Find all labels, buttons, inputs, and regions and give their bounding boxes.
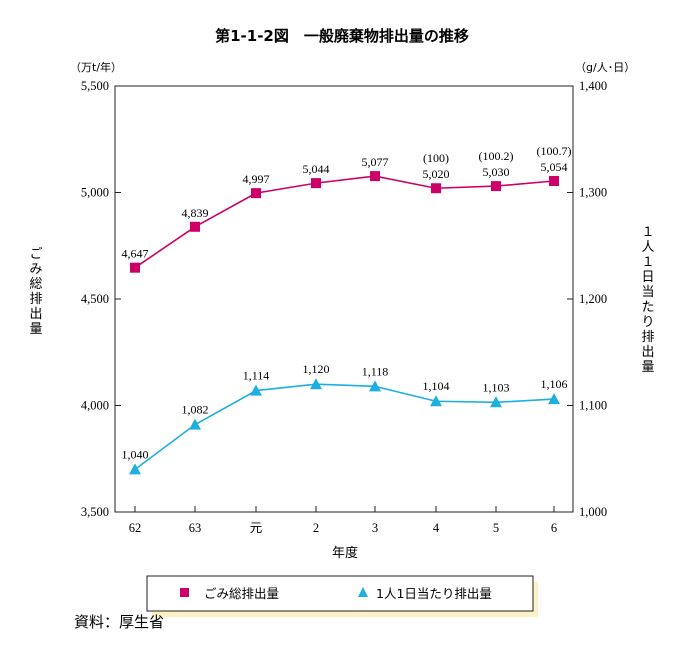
x-tick-label: 3 (372, 521, 378, 535)
point-total (251, 188, 261, 199)
axis-label-char: １ (641, 255, 654, 270)
y-left-tick-label: 5,000 (81, 186, 109, 200)
legend: ごみ総排出量 1人1日当たり排出量 (146, 575, 538, 617)
axis-label-char: 出 (641, 345, 654, 360)
point-per-capita (430, 395, 442, 407)
x-axis-label: 年度 (332, 545, 358, 561)
y-left-tick-label: 4,500 (81, 292, 109, 306)
data-label-total: 5,077 (362, 155, 389, 169)
legend-label-per-capita: 1人1日当たり排出量 (376, 586, 492, 601)
x-tick-label: 6 (551, 521, 557, 535)
legend-label-total: ごみ総排出量 (204, 586, 279, 601)
y-left-unit: （万t/年） (70, 60, 122, 74)
point-total (549, 175, 559, 186)
data-label-per-capita: 1,120 (303, 362, 330, 376)
marks (129, 171, 560, 475)
y-right-tick-label: 1,000 (579, 505, 607, 519)
axis-label-char: 排 (641, 330, 654, 345)
x-tick-label: 63 (189, 521, 202, 535)
point-total (190, 221, 200, 232)
axis-label-char: た (641, 300, 654, 315)
axis-label-char: 量 (641, 360, 654, 375)
point-per-capita (250, 384, 262, 396)
data-label-total: 5,044 (303, 162, 330, 176)
point-total (370, 171, 380, 182)
point-total (130, 262, 140, 273)
x-tick-label: 2 (313, 521, 319, 535)
point-per-capita (369, 380, 381, 392)
point-total (431, 183, 441, 194)
x-tick-label: 元 (250, 521, 263, 535)
point-per-capita (490, 396, 502, 408)
legend-marker-per-capita (358, 587, 368, 597)
data-labels: 4,647 4,839 4,997 5,044 5,077 5,020 (100) 5,030… (122, 144, 572, 461)
x-tick-label: 5 (493, 521, 499, 535)
y-left-tick-label: 4,000 (81, 399, 109, 413)
axis-label-char: み (29, 262, 42, 277)
y-left-tick-label: 5,500 (81, 79, 109, 93)
y-right-tick-label: 1,100 (579, 399, 607, 413)
axis-label-char: 量 (29, 322, 42, 337)
data-note-total: (100) (423, 151, 449, 165)
data-label-total: 4,997 (243, 172, 270, 186)
point-total (311, 178, 321, 189)
axis-label-char: 当 (641, 285, 654, 300)
x-tick-label: 62 (129, 521, 142, 535)
point-per-capita (129, 463, 141, 475)
data-label-per-capita: 1,103 (483, 380, 510, 394)
series-line-total (134, 175, 555, 269)
y-right-tick-label: 1,200 (579, 292, 607, 306)
data-note-total: (100.2) (479, 149, 514, 163)
axis-label-char: 人 (641, 240, 654, 255)
axis-label-char: 排 (29, 292, 42, 307)
data-note-total: (100.7) (537, 144, 572, 158)
data-label-total: 4,647 (122, 247, 149, 261)
y-right-tick-label: 1,400 (579, 79, 607, 93)
data-label-total: 5,030 (483, 165, 510, 179)
axis-label-char: り (641, 315, 654, 330)
data-label-per-capita: 1,106 (541, 377, 568, 391)
axis-label-char: ご (29, 246, 42, 262)
data-label-per-capita: 1,040 (122, 447, 149, 461)
axis-label-char: 総 (29, 277, 42, 292)
series-lines (134, 175, 555, 471)
point-per-capita (189, 418, 201, 430)
legend-marker-total (180, 588, 189, 597)
axis-label-char: 出 (29, 307, 42, 322)
axis-label-char: 日 (641, 270, 654, 285)
chart-title: 第1-1-2図 一般廃棄物排出量の推移 (215, 27, 469, 45)
y-right-tick-label: 1,300 (579, 186, 607, 200)
point-per-capita (310, 378, 322, 390)
data-label-total: 5,020 (423, 167, 450, 181)
axes: 3,500 4,000 4,500 5,000 5,500 1,000 1,100 1,200… (29, 60, 654, 561)
data-label-per-capita: 1,082 (182, 403, 209, 417)
data-label-total: 4,839 (182, 206, 209, 220)
data-label-total: 5,054 (541, 160, 568, 174)
data-label-per-capita: 1,104 (423, 379, 450, 393)
y-left-axis-label: ごみ総排出量 (29, 246, 42, 337)
source-note: 資料：厚生省 (74, 613, 164, 631)
legend-box (146, 575, 534, 612)
y-right-unit: （g/人･日） (575, 61, 635, 74)
x-tick-label: 4 (433, 521, 440, 535)
point-total (491, 181, 501, 192)
data-label-per-capita: 1,114 (243, 369, 270, 383)
y-left-tick-label: 3,500 (81, 505, 109, 519)
point-per-capita (548, 393, 560, 405)
axis-label-char: １ (641, 225, 654, 240)
series-line-per-capita (134, 383, 555, 471)
data-label-per-capita: 1,118 (362, 364, 389, 378)
y-right-axis-label: １人１日当たり排出量 (641, 225, 654, 375)
